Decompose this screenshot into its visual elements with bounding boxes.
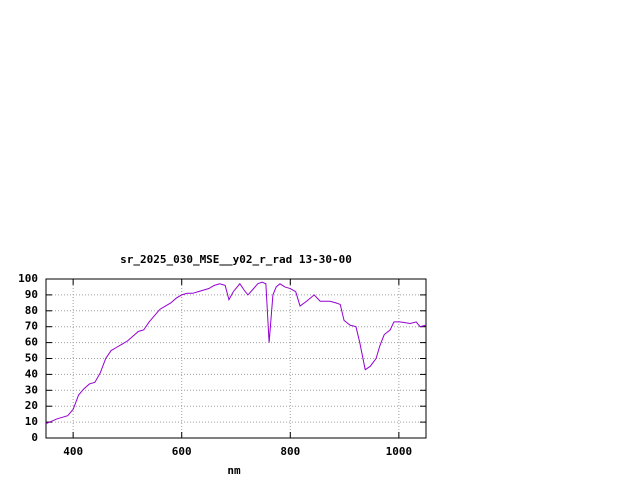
chart-title: sr_2025_030_MSE__y02_r_rad 13-30-00 bbox=[120, 253, 352, 266]
y-tick-label: 100 bbox=[18, 272, 38, 285]
x-axis-label: nm bbox=[227, 464, 241, 477]
x-tick-label: 800 bbox=[280, 445, 300, 458]
x-tick-label: 600 bbox=[172, 445, 192, 458]
y-tick-label: 80 bbox=[25, 304, 38, 317]
y-tick-label: 10 bbox=[25, 415, 38, 428]
plot-border bbox=[45, 278, 427, 439]
x-tick-label: 400 bbox=[63, 445, 83, 458]
y-tick-label: 60 bbox=[25, 336, 38, 349]
y-tick-label: 0 bbox=[31, 431, 38, 444]
y-tick-label: 30 bbox=[25, 383, 38, 396]
y-tick-label: 70 bbox=[25, 320, 38, 333]
x-tick-label: 1000 bbox=[386, 445, 413, 458]
y-tick-label: 40 bbox=[25, 367, 38, 380]
y-tick-label: 20 bbox=[25, 399, 38, 412]
y-tick-label: 90 bbox=[25, 288, 38, 301]
data-line bbox=[45, 281, 427, 425]
y-tick-label: 50 bbox=[25, 352, 38, 365]
